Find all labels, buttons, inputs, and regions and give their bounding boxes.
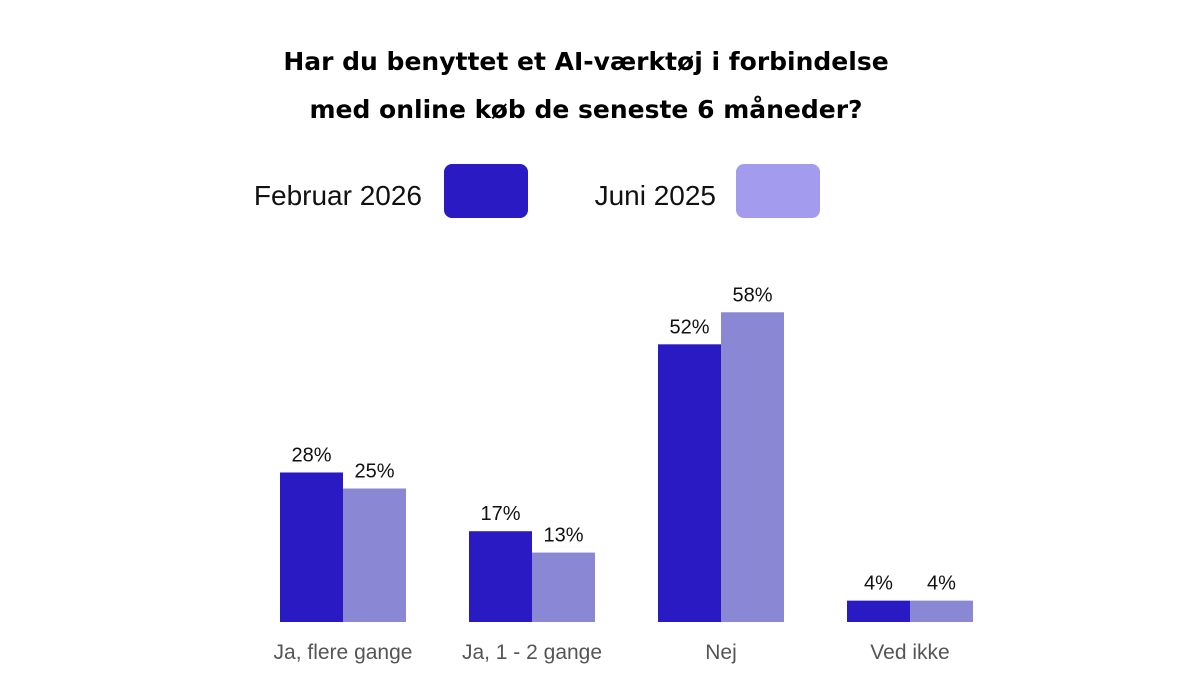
data-label: 58% (732, 284, 772, 306)
legend-swatch-juni-2025 (736, 164, 820, 218)
data-label: 4% (927, 573, 956, 595)
data-label: 28% (291, 444, 331, 466)
legend: Februar 2026 Juni 2025 (254, 164, 820, 218)
bar-februar-2026 (658, 344, 721, 622)
data-label: 52% (669, 316, 709, 338)
data-label: 17% (480, 503, 520, 525)
data-label: 4% (864, 573, 893, 595)
category-label: Ja, flere gange (274, 641, 413, 664)
bar-februar-2026 (847, 600, 910, 622)
category-label: Ja, 1 - 2 gange (462, 641, 602, 664)
legend-swatch-februar-2026 (444, 164, 528, 218)
chart-title-line-1: Har du benyttet et AI-værktøj i forbinde… (283, 47, 888, 76)
legend-label-februar-2026: Februar 2026 (254, 180, 422, 211)
bars: 28% 25% Ja, flere gange 17% 13% Ja, 1 - 2 gan… (274, 284, 973, 664)
legend-label-juni-2025: Juni 2025 (595, 180, 716, 211)
bar-juni-2025 (343, 488, 406, 622)
chart-title-line-2: med online køb de seneste 6 måneder? (309, 95, 862, 124)
category-label: Nej (705, 641, 737, 664)
data-label: 25% (354, 461, 394, 483)
bar-februar-2026 (280, 472, 343, 622)
category-label: Ved ikke (870, 641, 949, 664)
bar-juni-2025 (910, 600, 973, 622)
bar-februar-2026 (469, 531, 532, 622)
bar-juni-2025 (721, 312, 784, 622)
bar-juni-2025 (532, 552, 595, 622)
data-label: 13% (543, 525, 583, 547)
